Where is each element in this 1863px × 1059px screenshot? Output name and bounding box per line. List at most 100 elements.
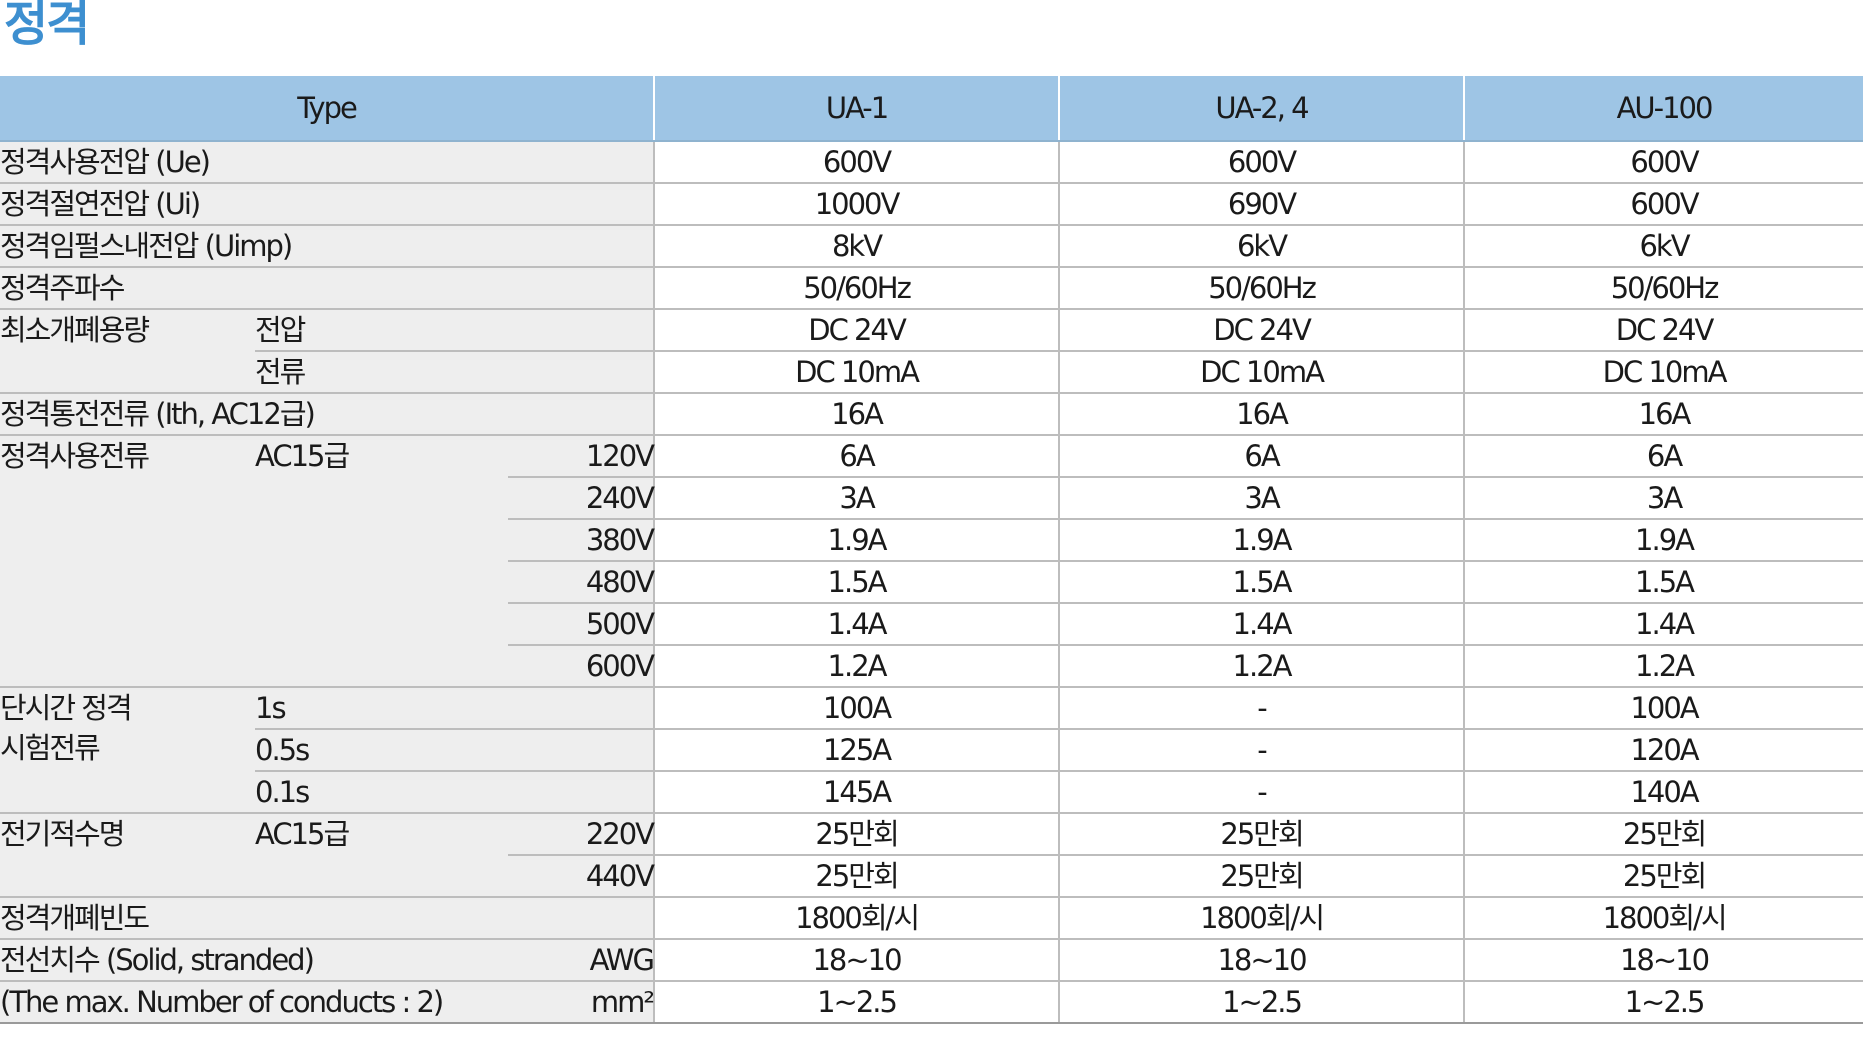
- row-label-ue: 정격사용전압 (Ue): [0, 141, 655, 184]
- row-label-electrical-life: 전기적수명: [0, 813, 255, 898]
- unit-label: mm²: [508, 981, 655, 1024]
- cell-value: DC 10mA: [1463, 351, 1863, 394]
- cell-value: 50/60Hz: [1463, 267, 1863, 310]
- row-label-min-switching: 최소개폐용량: [0, 309, 255, 394]
- cell-value: 6A: [1058, 435, 1465, 478]
- table-row: 440V 25만회 25만회 25만회: [0, 855, 1863, 898]
- row-label-uimp: 정격임펄스내전압 (Uimp): [0, 225, 655, 268]
- unit-label: AWG: [508, 939, 655, 982]
- row-label-ith: 정격통전전류 (Ith, AC12급): [0, 393, 655, 436]
- row-label-operating-frequency: 정격개폐빈도: [0, 897, 655, 940]
- cell-value: 600V: [1463, 183, 1863, 226]
- cell-value: DC 10mA: [653, 351, 1060, 394]
- cell-value: 1.5A: [1058, 561, 1465, 604]
- cell-value: 18~10: [1463, 939, 1863, 982]
- voltage-label: 240V: [508, 477, 655, 520]
- table-row: 단시간 정격 시험전류 1s 100A - 100A: [0, 687, 1863, 814]
- row-label-wire-note: (The max. Number of conducts : 2): [0, 981, 508, 1024]
- cell-value: DC 24V: [653, 309, 1060, 352]
- voltage-label: 220V: [508, 813, 655, 856]
- cell-value: 25만회: [653, 813, 1060, 856]
- table-row: 전류 DC 10mA DC 10mA DC 10mA: [0, 351, 1863, 394]
- cell-value: 25만회: [653, 855, 1060, 898]
- cell-value: -: [1058, 771, 1465, 814]
- cell-value: 1~2.5: [1463, 981, 1863, 1024]
- cell-value: 50/60Hz: [1058, 267, 1465, 310]
- cell-value: 3A: [653, 477, 1060, 520]
- cell-value: 1.4A: [1463, 603, 1863, 646]
- sub-label-ac15: AC15급: [255, 435, 508, 688]
- cell-value: 1.2A: [653, 645, 1060, 688]
- cell-value: 1.5A: [1463, 561, 1863, 604]
- cell-value: 16A: [1058, 393, 1465, 436]
- voltage-label: 380V: [508, 519, 655, 562]
- cell-value: 6kV: [1058, 225, 1465, 268]
- table-row: 240V 3A 3A 3A: [0, 477, 1863, 520]
- cell-value: 16A: [1463, 393, 1863, 436]
- cell-value: DC 24V: [1058, 309, 1465, 352]
- cell-value: 600V: [1058, 141, 1465, 184]
- cell-value: 18~10: [1058, 939, 1465, 982]
- cell-value: 25만회: [1058, 813, 1465, 856]
- cell-value: 140A: [1463, 771, 1863, 814]
- cell-value: 100A: [1463, 687, 1863, 730]
- cell-value: 125A: [653, 729, 1060, 772]
- time-label: 0.5s: [255, 729, 655, 772]
- cell-value: 3A: [1058, 477, 1465, 520]
- cell-value: 6A: [653, 435, 1060, 478]
- header-model-au100: AU-100: [1464, 76, 1863, 142]
- voltage-label: 120V: [508, 435, 655, 478]
- table-row: 전선치수 (Solid, stranded) AWG 18~10 18~10 1…: [0, 939, 1863, 982]
- cell-value: 1.4A: [653, 603, 1060, 646]
- cell-value: 16A: [653, 393, 1060, 436]
- page-title: 정격: [4, 0, 90, 52]
- cell-value: 120A: [1463, 729, 1863, 772]
- cell-value: 25만회: [1463, 855, 1863, 898]
- table-row: 전기적수명 AC15급 220V 25만회 25만회 25만회: [0, 813, 1863, 898]
- table-row: 정격사용전압 (Ue) 600V 600V 600V: [0, 141, 1863, 184]
- cell-value: 1.5A: [653, 561, 1060, 604]
- table-row: (The max. Number of conducts : 2) mm² 1~…: [0, 981, 1863, 1024]
- cell-value: 1800회/시: [1058, 897, 1465, 940]
- header-model-ua24: UA-2, 4: [1059, 76, 1466, 142]
- cell-value: 1~2.5: [1058, 981, 1465, 1024]
- header-type: Type: [0, 76, 656, 142]
- cell-value: 8kV: [653, 225, 1060, 268]
- table-row: 0.5s 125A - 120A: [0, 729, 1863, 772]
- voltage-label: 440V: [508, 855, 655, 898]
- table-row: 정격절연전압 (Ui) 1000V 690V 600V: [0, 183, 1863, 226]
- time-label: 0.1s: [255, 771, 655, 814]
- row-label-line: 단시간 정격: [0, 691, 133, 725]
- row-label-frequency: 정격주파수: [0, 267, 655, 310]
- table-row: 480V 1.5A 1.5A 1.5A: [0, 561, 1863, 604]
- table-row: 정격사용전류 AC15급 120V 6A 6A 6A: [0, 435, 1863, 688]
- voltage-label: 480V: [508, 561, 655, 604]
- cell-value: 1.4A: [1058, 603, 1465, 646]
- cell-value: 600V: [1463, 141, 1863, 184]
- header-model-ua1: UA-1: [654, 76, 1061, 142]
- cell-value: 18~10: [653, 939, 1060, 982]
- cell-value: 25만회: [1463, 813, 1863, 856]
- time-label: 1s: [255, 687, 655, 730]
- rating-table: Type UA-1 UA-2, 4 AU-100 정격사용전압 (Ue) 600…: [0, 76, 1863, 1024]
- cell-value: 50/60Hz: [653, 267, 1060, 310]
- table-row: 500V 1.4A 1.4A 1.4A: [0, 603, 1863, 646]
- cell-value: DC 10mA: [1058, 351, 1465, 394]
- row-label-ie: 정격사용전류: [0, 435, 255, 688]
- cell-value: 1.2A: [1463, 645, 1863, 688]
- table-row: 정격임펄스내전압 (Uimp) 8kV 6kV 6kV: [0, 225, 1863, 268]
- cell-value: DC 24V: [1463, 309, 1863, 352]
- cell-value: 1.9A: [653, 519, 1060, 562]
- table-row: 정격통전전류 (Ith, AC12급) 16A 16A 16A: [0, 393, 1863, 436]
- row-label-wire-size: 전선치수 (Solid, stranded): [0, 939, 508, 982]
- row-label-line: 시험전류: [0, 731, 101, 765]
- cell-value: 1.9A: [1463, 519, 1863, 562]
- cell-value: 3A: [1463, 477, 1863, 520]
- table-row: 정격주파수 50/60Hz 50/60Hz 50/60Hz: [0, 267, 1863, 310]
- cell-value: 6kV: [1463, 225, 1863, 268]
- cell-value: 690V: [1058, 183, 1465, 226]
- row-label-ui: 정격절연전압 (Ui): [0, 183, 655, 226]
- cell-value: 1800회/시: [1463, 897, 1863, 940]
- cell-value: 1000V: [653, 183, 1060, 226]
